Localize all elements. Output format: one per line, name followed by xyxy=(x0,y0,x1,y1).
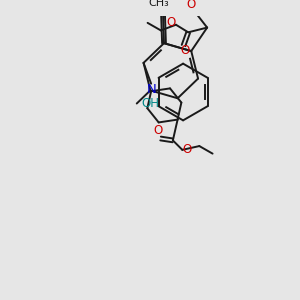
Text: O: O xyxy=(167,16,176,29)
Text: CH₃: CH₃ xyxy=(148,0,169,8)
Text: OH: OH xyxy=(141,97,159,110)
Text: N: N xyxy=(147,83,157,96)
Text: O: O xyxy=(153,124,162,137)
Text: O: O xyxy=(186,0,195,11)
Text: O: O xyxy=(181,44,190,57)
Text: O: O xyxy=(182,143,192,156)
